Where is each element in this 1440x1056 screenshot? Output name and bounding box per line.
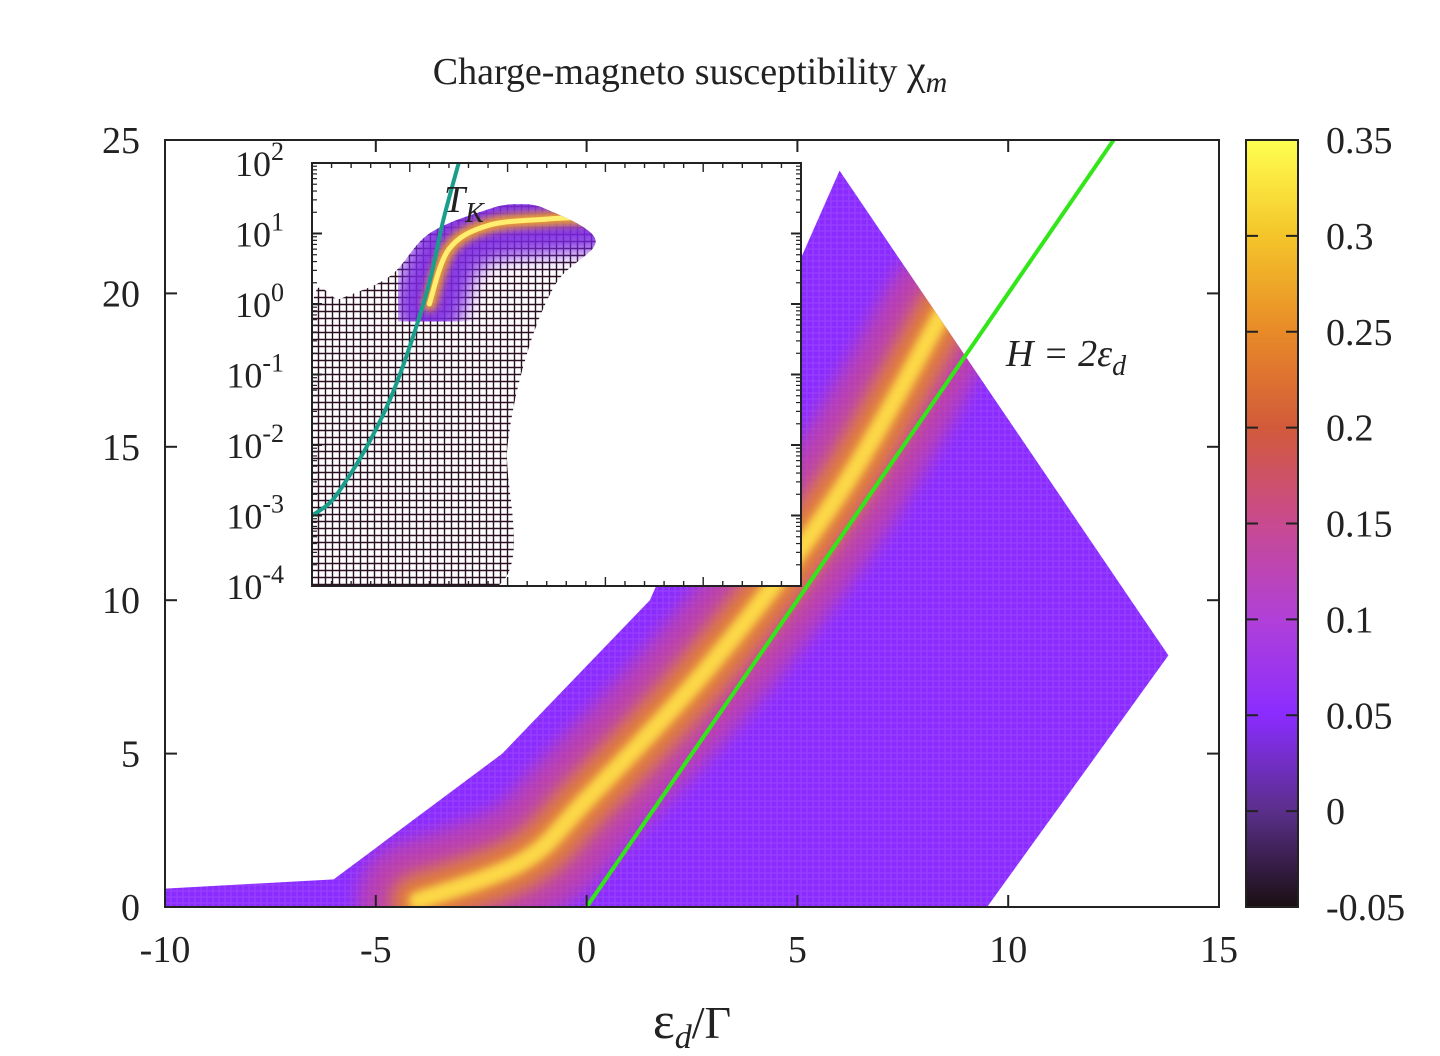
tk-curve — [312, 163, 461, 518]
inset-plot: 10-4 10-3 10-2 10-1 100 101 102 TK — [226, 137, 802, 607]
h-line-label: H = 2εd — [1005, 333, 1127, 382]
colorbar-tick-label: 0 — [1326, 791, 1345, 833]
inset-y-tick-label: 10-2 — [226, 419, 284, 466]
line-H-eq-2ed — [584, 140, 1116, 907]
colorbar-tick-label: 0.2 — [1326, 408, 1374, 450]
y-tick-label: 5 — [121, 734, 140, 776]
x-tick-label: 5 — [788, 929, 807, 971]
y-tick-label: 0 — [121, 887, 140, 929]
tk-label: TK — [444, 179, 485, 229]
colorbar-tick-label: 0.15 — [1326, 504, 1393, 546]
colorbar-tick-label: 0.35 — [1326, 120, 1393, 162]
colorbar-tick-label: 0.25 — [1326, 312, 1393, 354]
x-tick-label: 10 — [989, 929, 1027, 971]
inset-y-tick-label: 10-3 — [226, 490, 284, 537]
x-tick-label: 0 — [577, 929, 596, 971]
x-axis: -10 -5 0 5 10 15 — [140, 140, 1238, 971]
inset-y-tick-label: 101 — [235, 208, 284, 255]
x-tick-label: -10 — [140, 929, 191, 971]
inset-y-tick-label: 10-1 — [226, 349, 284, 396]
inset-data-region — [312, 204, 596, 586]
colorbar-tick-label: -0.05 — [1326, 887, 1405, 929]
inset-ridge-core — [426, 214, 589, 307]
y-tick-label: 25 — [102, 120, 140, 162]
colorbar-ticks: -0.05 0 0.05 0.1 0.15 0.2 0.25 0.3 0.35 — [1246, 120, 1405, 929]
colorbar-tick-label: 0.1 — [1326, 599, 1374, 641]
y-tick-label: 20 — [102, 273, 140, 315]
x-axis-label: εd/Γ — [653, 993, 731, 1056]
x-tick-label: -5 — [360, 929, 392, 971]
susceptibility-ridge-core — [408, 299, 954, 907]
inset-axes: 10-4 10-3 10-2 10-1 100 101 102 — [226, 137, 802, 607]
inset-y-tick-label: 100 — [235, 278, 284, 325]
y-tick-label: 10 — [102, 580, 140, 622]
chart-title: Charge-magneto susceptibility χm — [433, 48, 948, 99]
y-axis: 0 5 10 15 20 25 — [102, 120, 1219, 929]
main-plot-frame — [164, 139, 1220, 908]
main-plot-area — [165, 140, 1169, 907]
x-tick-label: 15 — [1200, 929, 1238, 971]
inset-y-tick-label: 10-4 — [226, 560, 284, 607]
y-tick-label: 15 — [102, 427, 140, 469]
colorbar-tick-label: 0.3 — [1326, 216, 1374, 258]
colorbar-tick-label: 0.05 — [1326, 695, 1393, 737]
inset-y-tick-label: 102 — [235, 137, 284, 184]
